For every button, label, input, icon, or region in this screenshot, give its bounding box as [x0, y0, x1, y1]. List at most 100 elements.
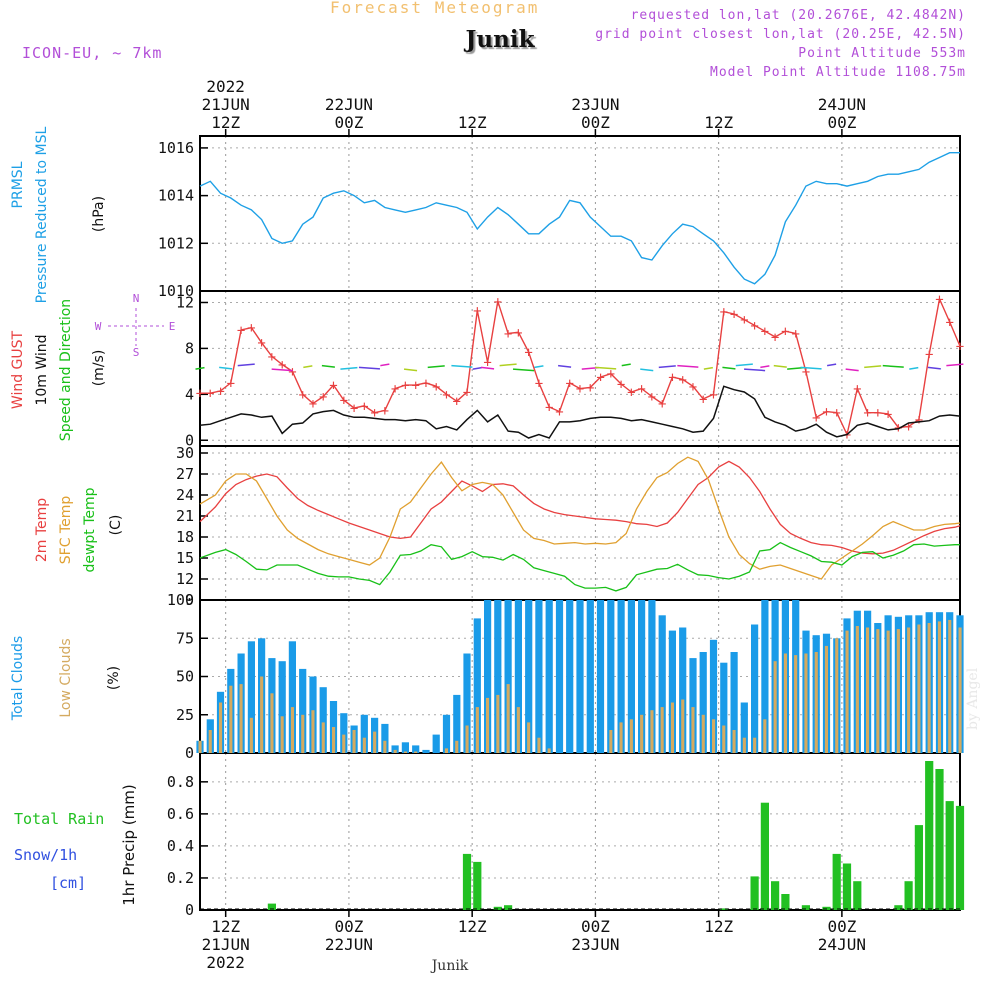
- wind-gust-marker: +: [802, 364, 810, 380]
- time-label-top: 2022: [206, 77, 245, 96]
- wind-gust-marker: +: [812, 410, 820, 426]
- low-cloud-bar: [229, 685, 233, 753]
- compass-s: S: [133, 346, 140, 359]
- low-cloud-bar: [342, 734, 346, 753]
- wind-gust-line: [200, 296, 961, 437]
- low-cloud-bar: [763, 719, 767, 753]
- time-label-bottom: 2022: [206, 953, 245, 972]
- wind-gust-marker: +: [555, 405, 563, 421]
- low-cloud-bar: [701, 714, 705, 754]
- low-cloud-bar: [660, 707, 664, 753]
- wind-gust-marker: +: [288, 364, 296, 380]
- low-cloud-bar: [845, 630, 849, 753]
- label-snow: Snow/1h: [14, 846, 77, 864]
- rain-bar: [925, 761, 934, 910]
- low-cloud-bar: [742, 737, 746, 753]
- y-tick-label: 12: [176, 570, 194, 588]
- wind-gust-marker: +: [935, 292, 943, 308]
- wind-gust-marker: +: [545, 400, 553, 416]
- wind-direction-arrow: [595, 366, 617, 370]
- total-cloud-bar: [391, 745, 399, 753]
- total-cloud-bar: [525, 600, 533, 753]
- low-cloud-bar: [650, 710, 654, 753]
- wind-direction-arrow: [451, 364, 473, 368]
- y-tick-label: 15: [176, 549, 194, 567]
- time-label-top: 00Z: [827, 113, 856, 132]
- rain-bar: [473, 861, 482, 910]
- total-cloud-bar: [576, 600, 584, 753]
- label-speed-direction: Speed and Direction: [58, 299, 74, 441]
- low-cloud-bar: [937, 621, 941, 753]
- wind-direction-arrow: [946, 363, 964, 367]
- rain-bar: [781, 894, 790, 910]
- low-cloud-bar: [609, 730, 613, 753]
- total-cloud-bar: [299, 668, 307, 753]
- wind-gust-marker: +: [946, 315, 954, 331]
- low-cloud-bar: [927, 623, 931, 753]
- watermark: by Angel: [965, 667, 981, 730]
- total-cloud-bar: [453, 694, 461, 753]
- total-cloud-bar: [360, 714, 368, 754]
- total-cloud-bar: [648, 600, 656, 753]
- y-tick-label: 21: [176, 507, 194, 525]
- panel-frame-pressure: [199, 135, 961, 292]
- wind-gust-marker: +: [699, 392, 707, 408]
- rain-bar: [894, 905, 903, 910]
- low-cloud-bar: [773, 661, 777, 753]
- wind-gust-marker: +: [853, 382, 861, 398]
- wind-gust-marker: +: [658, 397, 666, 413]
- wind-direction-arrow: [321, 364, 335, 368]
- wind-direction-arrow: [621, 363, 631, 367]
- low-cloud-bar: [866, 627, 870, 753]
- y-tick-label: 1010: [158, 282, 194, 300]
- label-10m-wind: 10m Wind: [34, 334, 50, 405]
- wind-gust-marker: +: [915, 413, 923, 429]
- wind-direction-arrow: [472, 366, 482, 370]
- low-cloud-bar: [321, 722, 325, 753]
- label-total-rain: Total Rain: [14, 810, 104, 828]
- wind-gust-marker: +: [843, 428, 851, 444]
- low-cloud-bar: [311, 710, 315, 753]
- time-label-top: 21JUN: [202, 95, 250, 114]
- wind-gust-marker: +: [360, 399, 368, 415]
- low-cloud-bar: [876, 629, 880, 753]
- low-cloud-bar: [414, 751, 418, 753]
- low-cloud-bar: [896, 629, 900, 753]
- label-pressure-msl: Pressure Reduced to MSL: [34, 126, 50, 303]
- rain-bar: [822, 906, 831, 910]
- total-cloud-bar: [494, 600, 502, 753]
- wind-gust-marker: +: [566, 376, 574, 392]
- wind-direction-arrow: [927, 366, 941, 370]
- rain-bar: [853, 881, 862, 910]
- wind-gust-marker: +: [607, 367, 615, 383]
- low-cloud-bar: [332, 727, 336, 753]
- y-tick-label: 50: [176, 668, 194, 686]
- low-cloud-bar: [917, 624, 921, 753]
- wind-direction-arrow: [558, 364, 572, 368]
- wind-gust-marker: +: [524, 345, 532, 361]
- total-cloud-bar: [679, 627, 687, 753]
- wind-gust-marker: +: [678, 372, 686, 388]
- wind-direction-arrow: [703, 366, 714, 370]
- wind-direction-arrow: [773, 364, 787, 368]
- wind-gust-marker: +: [237, 323, 245, 339]
- total-cloud-bar: [699, 652, 707, 753]
- total-cloud-bar: [668, 630, 676, 753]
- prmsl-line: [199, 151, 960, 285]
- low-cloud-bar: [383, 740, 387, 753]
- y-tick-label: 0.6: [167, 805, 194, 823]
- wind-gust-marker: +: [720, 305, 728, 321]
- total-cloud-bar: [381, 723, 389, 753]
- total-cloud-bar: [442, 714, 451, 754]
- wind-gust-marker: +: [586, 380, 594, 396]
- rain-bar: [504, 905, 513, 910]
- wind-gust-marker: +: [925, 347, 933, 363]
- low-cloud-bar: [260, 676, 264, 753]
- low-cloud-bar: [670, 702, 674, 753]
- label-sfc-temp: SFC Temp: [58, 496, 74, 565]
- location-title: Junik: [465, 26, 535, 53]
- total-cloud-bar: [545, 600, 553, 753]
- low-cloud-bar: [835, 638, 839, 754]
- wind-direction-arrow: [800, 366, 822, 370]
- point-altitude: Point Altitude 553m: [798, 46, 966, 61]
